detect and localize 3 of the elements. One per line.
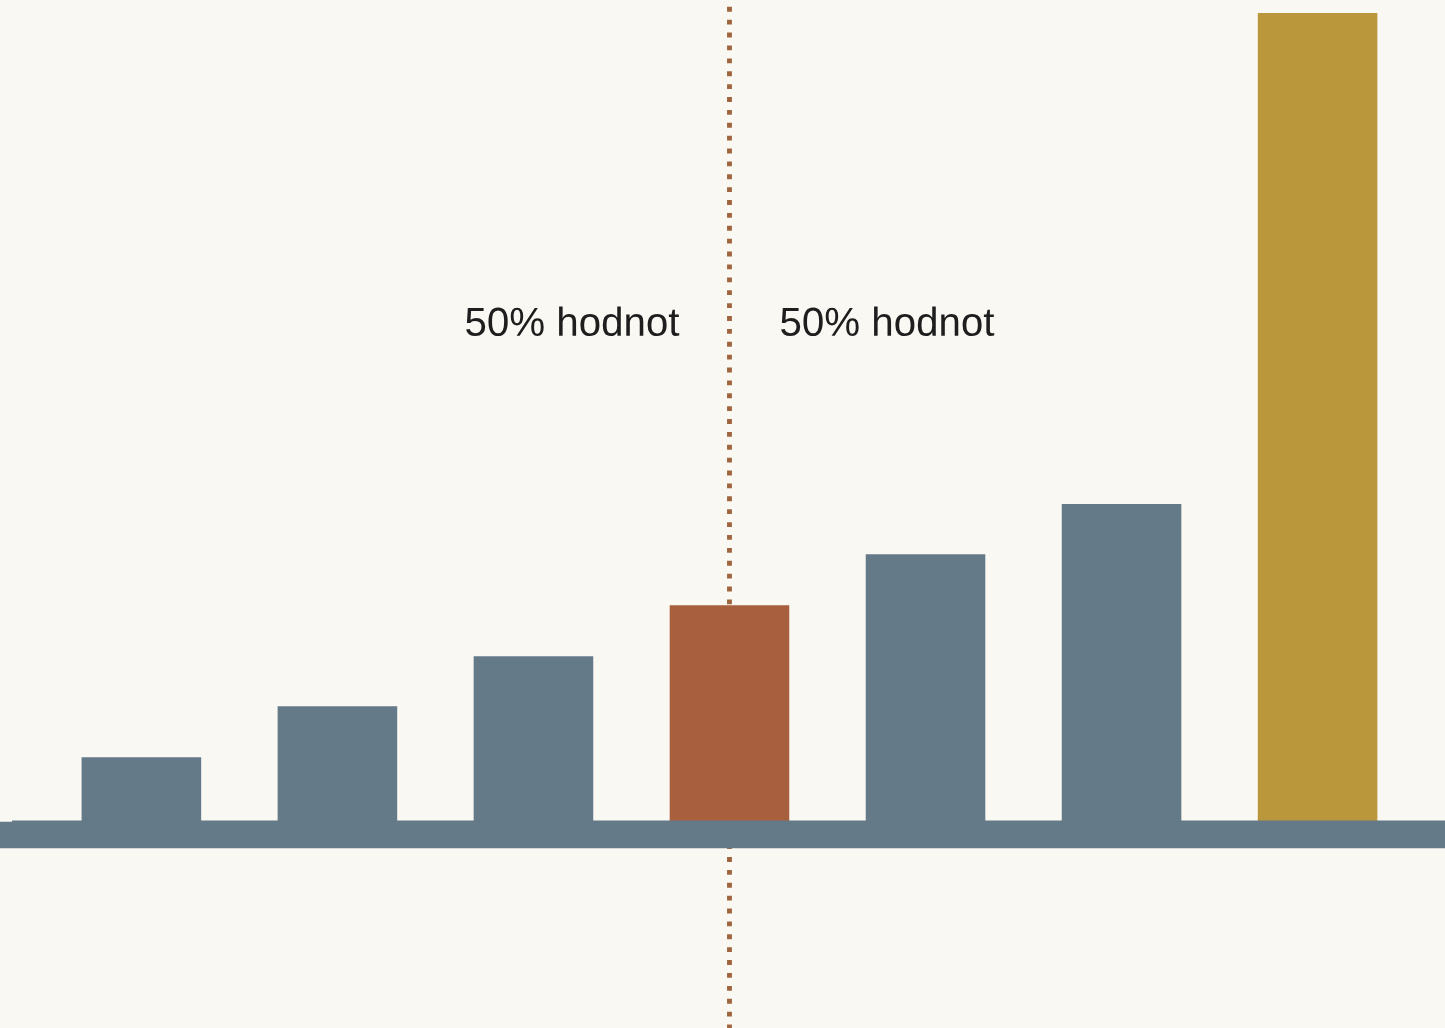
annotation: 50% hodnot bbox=[466, 306, 680, 337]
bar bbox=[1257, 13, 1378, 822]
annotation: 50% hodnot bbox=[781, 306, 995, 337]
